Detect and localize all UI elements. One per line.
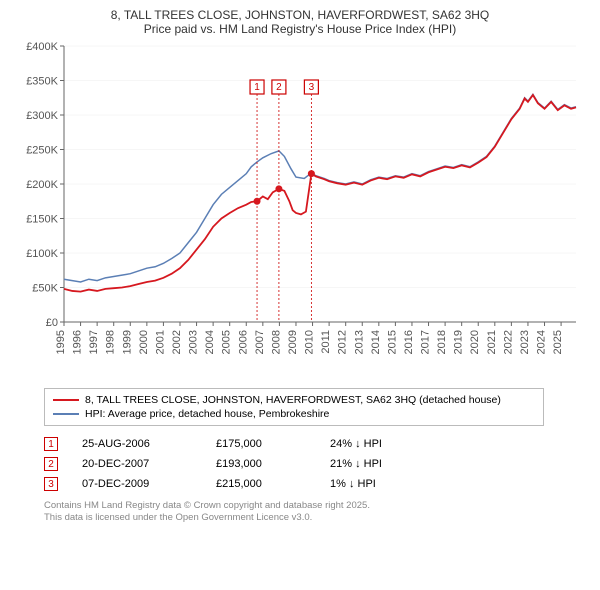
svg-text:1995: 1995 (55, 330, 67, 354)
svg-text:2021: 2021 (486, 330, 498, 354)
legend-row: HPI: Average price, detached house, Pemb… (53, 407, 535, 421)
svg-text:£350K: £350K (26, 76, 58, 88)
svg-text:2001: 2001 (154, 330, 166, 354)
svg-text:£0: £0 (46, 317, 58, 329)
svg-text:2004: 2004 (204, 330, 216, 354)
transaction-diff: 1% ↓ HPI (330, 478, 430, 490)
svg-text:2019: 2019 (453, 330, 465, 354)
svg-text:2011: 2011 (320, 330, 332, 354)
legend: 8, TALL TREES CLOSE, JOHNSTON, HAVERFORD… (44, 388, 544, 426)
svg-text:2003: 2003 (188, 330, 200, 354)
svg-text:£150K: £150K (26, 214, 58, 226)
svg-text:£400K: £400K (26, 41, 58, 53)
svg-text:£200K: £200K (26, 179, 58, 191)
svg-text:2025: 2025 (552, 330, 564, 354)
svg-text:2020: 2020 (469, 330, 481, 354)
svg-text:£250K: £250K (26, 145, 58, 157)
transaction-date: 25-AUG-2006 (82, 438, 192, 450)
title-line-2: Price paid vs. HM Land Registry's House … (8, 22, 592, 36)
legend-swatch (53, 399, 79, 401)
footer-attribution: Contains HM Land Registry data © Crown c… (44, 500, 584, 525)
transaction-marker: 3 (44, 477, 58, 491)
price-chart: £0 £50K £100K £150K £200K £250K £300K £350K £400… (20, 40, 580, 380)
svg-text:1996: 1996 (72, 330, 84, 354)
legend-swatch (53, 413, 79, 415)
legend-row: 8, TALL TREES CLOSE, JOHNSTON, HAVERFORD… (53, 393, 535, 407)
svg-text:2024: 2024 (536, 330, 548, 354)
svg-text:1: 1 (254, 82, 260, 93)
transaction-diff: 24% ↓ HPI (330, 438, 430, 450)
svg-text:2013: 2013 (353, 330, 365, 354)
svg-text:2008: 2008 (270, 330, 282, 354)
transaction-table: 1 25-AUG-2006 £175,000 24% ↓ HPI 2 20-DEC-200… (44, 434, 544, 494)
svg-text:1999: 1999 (121, 330, 133, 354)
svg-text:2023: 2023 (519, 330, 531, 354)
svg-text:2006: 2006 (237, 330, 249, 354)
transaction-row: 1 25-AUG-2006 £175,000 24% ↓ HPI (44, 434, 544, 454)
svg-text:2015: 2015 (386, 330, 398, 354)
chart-title-block: 8, TALL TREES CLOSE, JOHNSTON, HAVERFORD… (8, 8, 592, 36)
svg-text:2018: 2018 (436, 330, 448, 354)
legend-label: HPI: Average price, detached house, Pemb… (85, 408, 329, 420)
svg-text:2005: 2005 (221, 330, 233, 354)
transaction-date: 20-DEC-2007 (82, 458, 192, 470)
svg-text:3: 3 (309, 82, 315, 93)
title-line-1: 8, TALL TREES CLOSE, JOHNSTON, HAVERFORD… (8, 8, 592, 22)
svg-text:2002: 2002 (171, 330, 183, 354)
transaction-marker: 1 (44, 437, 58, 451)
svg-text:2012: 2012 (337, 330, 349, 354)
svg-text:2014: 2014 (370, 330, 382, 354)
transaction-diff: 21% ↓ HPI (330, 458, 430, 470)
transaction-date: 07-DEC-2009 (82, 478, 192, 490)
svg-text:2: 2 (276, 82, 282, 93)
svg-text:2009: 2009 (287, 330, 299, 354)
svg-text:2010: 2010 (304, 330, 316, 354)
svg-text:2022: 2022 (502, 330, 514, 354)
transaction-price: £215,000 (216, 478, 306, 490)
transaction-row: 3 07-DEC-2009 £215,000 1% ↓ HPI (44, 474, 544, 494)
svg-text:2000: 2000 (138, 330, 150, 354)
svg-text:2016: 2016 (403, 330, 415, 354)
transaction-marker: 2 (44, 457, 58, 471)
transaction-price: £175,000 (216, 438, 306, 450)
chart-svg: £0 £50K £100K £150K £200K £250K £300K £350K £400… (20, 40, 580, 380)
svg-text:2007: 2007 (254, 330, 266, 354)
svg-text:£300K: £300K (26, 110, 58, 122)
transaction-price: £193,000 (216, 458, 306, 470)
footer-line-2: This data is licensed under the Open Gov… (44, 512, 584, 524)
svg-text:1998: 1998 (105, 330, 117, 354)
legend-label: 8, TALL TREES CLOSE, JOHNSTON, HAVERFORD… (85, 394, 501, 406)
transaction-row: 2 20-DEC-2007 £193,000 21% ↓ HPI (44, 454, 544, 474)
svg-text:1997: 1997 (88, 330, 100, 354)
svg-text:£100K: £100K (26, 248, 58, 260)
svg-text:£50K: £50K (32, 283, 58, 295)
svg-text:2017: 2017 (420, 330, 432, 354)
footer-line-1: Contains HM Land Registry data © Crown c… (44, 500, 584, 512)
